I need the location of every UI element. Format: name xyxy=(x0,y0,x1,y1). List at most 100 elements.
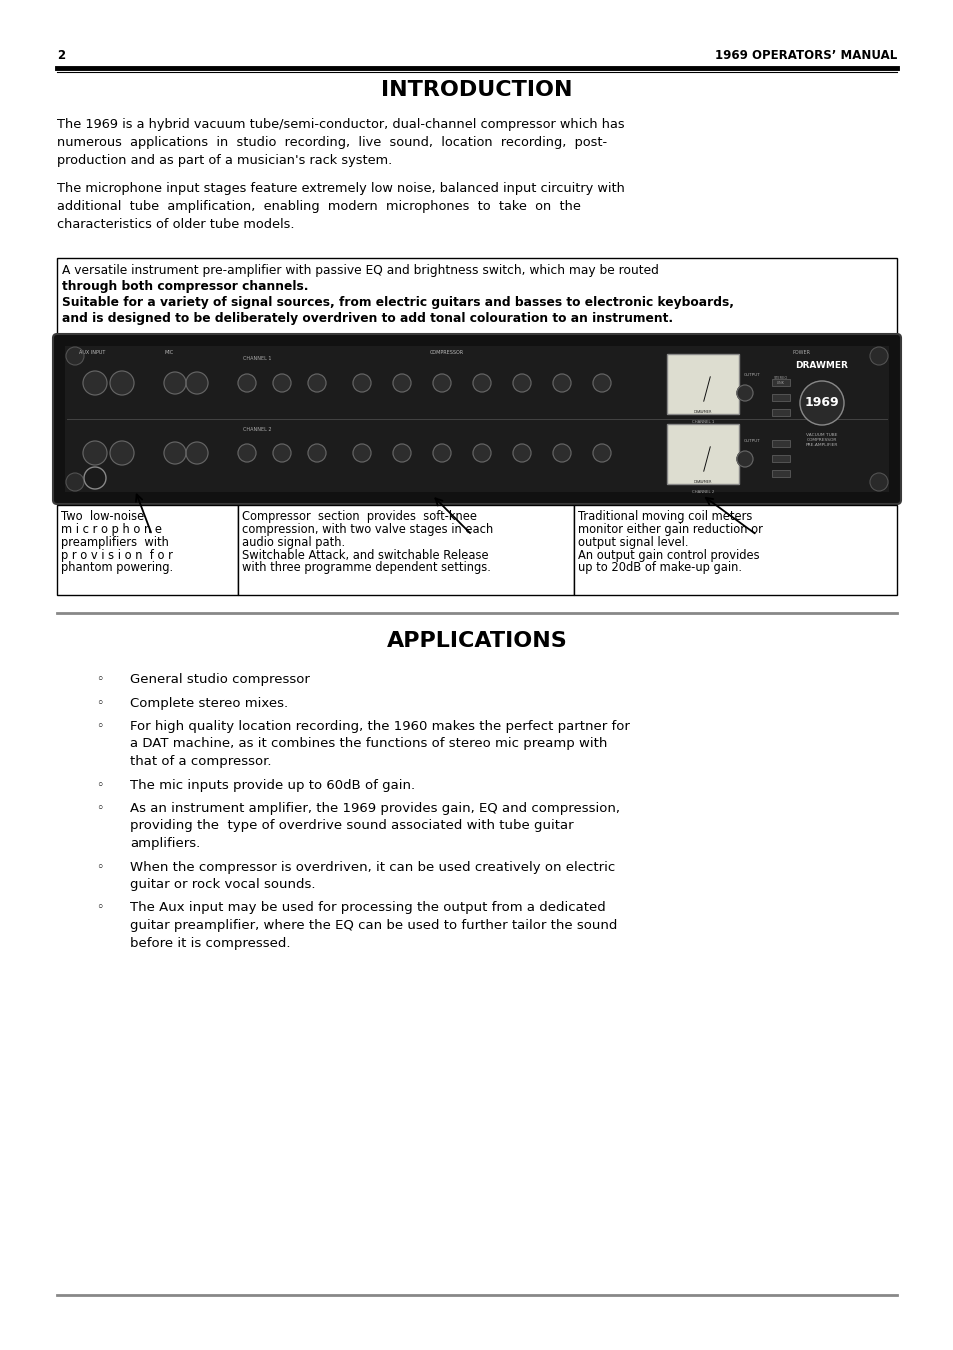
Text: a DAT machine, as it combines the functions of stereo mic preamp with: a DAT machine, as it combines the functi… xyxy=(130,737,607,751)
FancyBboxPatch shape xyxy=(65,346,888,491)
Text: p r o v i s i o n  f o r: p r o v i s i o n f o r xyxy=(61,548,172,562)
Text: Two  low-noise: Two low-noise xyxy=(61,510,144,522)
Text: AUX INPUT: AUX INPUT xyxy=(79,350,105,355)
Text: Complete stereo mixes.: Complete stereo mixes. xyxy=(130,697,288,710)
Text: ◦: ◦ xyxy=(96,674,104,686)
Circle shape xyxy=(110,441,133,464)
Circle shape xyxy=(433,374,451,392)
Text: When the compressor is overdriven, it can be used creatively on electric: When the compressor is overdriven, it ca… xyxy=(130,860,615,873)
Text: monitor either gain reduction or: monitor either gain reduction or xyxy=(577,522,761,536)
Circle shape xyxy=(513,374,531,392)
Circle shape xyxy=(186,373,208,394)
Text: and is designed to be deliberately overdriven to add tonal colouration to an ins: and is designed to be deliberately overd… xyxy=(62,312,673,325)
Circle shape xyxy=(273,444,291,462)
Text: The 1969 is a hybrid vacuum tube/semi-conductor, dual-channel compressor which h: The 1969 is a hybrid vacuum tube/semi-co… xyxy=(57,117,624,131)
Text: through both compressor channels.: through both compressor channels. xyxy=(62,279,308,293)
Circle shape xyxy=(273,374,291,392)
Text: production and as part of a musician's rack system.: production and as part of a musician's r… xyxy=(57,154,392,167)
Circle shape xyxy=(800,381,843,425)
FancyBboxPatch shape xyxy=(237,505,573,595)
Text: OUTPUT: OUTPUT xyxy=(742,373,760,377)
Text: APPLICATIONS: APPLICATIONS xyxy=(386,630,567,651)
Circle shape xyxy=(593,374,610,392)
FancyBboxPatch shape xyxy=(57,258,896,336)
Text: additional  tube  amplification,  enabling  modern  microphones  to  take  on  t: additional tube amplification, enabling … xyxy=(57,200,580,213)
Text: ◦: ◦ xyxy=(96,779,104,791)
Circle shape xyxy=(186,441,208,464)
Text: The mic inputs provide up to 60dB of gain.: The mic inputs provide up to 60dB of gai… xyxy=(130,779,415,791)
Text: 2: 2 xyxy=(57,49,65,62)
Text: CHANNEL 2: CHANNEL 2 xyxy=(242,427,271,432)
Text: MIC: MIC xyxy=(164,350,173,355)
Text: up to 20dB of make-up gain.: up to 20dB of make-up gain. xyxy=(577,562,740,575)
Text: ◦: ◦ xyxy=(96,802,104,815)
Text: The microphone input stages feature extremely low noise, balanced input circuitr: The microphone input stages feature extr… xyxy=(57,182,624,194)
Text: phantom powering.: phantom powering. xyxy=(61,562,172,575)
Circle shape xyxy=(83,371,107,396)
Text: STEREO: STEREO xyxy=(773,377,787,379)
FancyBboxPatch shape xyxy=(53,333,900,504)
Text: COMPRESSOR: COMPRESSOR xyxy=(430,350,463,355)
Text: General studio compressor: General studio compressor xyxy=(130,674,310,686)
Circle shape xyxy=(473,444,491,462)
Text: OUTPUT: OUTPUT xyxy=(742,439,760,443)
Text: DRAWMER: DRAWMER xyxy=(795,362,847,370)
Text: CHANNEL 1: CHANNEL 1 xyxy=(242,356,271,360)
Text: preamplifiers  with: preamplifiers with xyxy=(61,536,169,548)
FancyBboxPatch shape xyxy=(666,424,739,485)
FancyBboxPatch shape xyxy=(771,379,789,386)
Text: Suitable for a variety of signal sources, from electric guitars and basses to el: Suitable for a variety of signal sources… xyxy=(62,296,733,309)
Text: m i c r o p h o n e: m i c r o p h o n e xyxy=(61,522,162,536)
Text: DRAWMER: DRAWMER xyxy=(693,481,712,485)
Text: with three programme dependent settings.: with three programme dependent settings. xyxy=(241,562,490,575)
FancyBboxPatch shape xyxy=(573,505,896,595)
Circle shape xyxy=(393,374,411,392)
Text: output signal level.: output signal level. xyxy=(577,536,687,548)
Text: INTRODUCTION: INTRODUCTION xyxy=(381,80,572,100)
Text: For high quality location recording, the 1960 makes the perfect partner for: For high quality location recording, the… xyxy=(130,720,629,733)
Text: 1969 OPERATORS’ MANUAL: 1969 OPERATORS’ MANUAL xyxy=(714,49,896,62)
Text: ◦: ◦ xyxy=(96,720,104,733)
Circle shape xyxy=(84,467,106,489)
Circle shape xyxy=(737,385,752,401)
Text: characteristics of older tube models.: characteristics of older tube models. xyxy=(57,217,294,231)
Text: The Aux input may be used for processing the output from a dedicated: The Aux input may be used for processing… xyxy=(130,902,605,914)
Text: Switchable Attack, and switchable Release: Switchable Attack, and switchable Releas… xyxy=(241,548,488,562)
Circle shape xyxy=(164,373,186,394)
FancyBboxPatch shape xyxy=(771,409,789,416)
Text: amplifiers.: amplifiers. xyxy=(130,837,200,850)
Circle shape xyxy=(473,374,491,392)
Circle shape xyxy=(237,374,255,392)
Circle shape xyxy=(869,347,887,364)
Text: ◦: ◦ xyxy=(96,860,104,873)
Text: numerous  applications  in  studio  recording,  live  sound,  location  recordin: numerous applications in studio recordin… xyxy=(57,136,606,148)
Text: POWER: POWER xyxy=(792,350,810,355)
Circle shape xyxy=(393,444,411,462)
Circle shape xyxy=(308,374,326,392)
Circle shape xyxy=(737,451,752,467)
Text: compression, with two valve stages in each: compression, with two valve stages in ea… xyxy=(241,522,493,536)
Circle shape xyxy=(513,444,531,462)
Circle shape xyxy=(553,374,571,392)
Text: audio signal path.: audio signal path. xyxy=(241,536,344,548)
Circle shape xyxy=(237,444,255,462)
FancyBboxPatch shape xyxy=(771,440,789,447)
Text: Traditional moving coil meters: Traditional moving coil meters xyxy=(577,510,751,522)
Circle shape xyxy=(553,444,571,462)
Text: A versatile instrument pre-amplifier with passive EQ and brightness switch, whic: A versatile instrument pre-amplifier wit… xyxy=(62,265,659,277)
Circle shape xyxy=(83,441,107,464)
Text: CHANNEL 1: CHANNEL 1 xyxy=(691,420,714,424)
Text: guitar preamplifier, where the EQ can be used to further tailor the sound: guitar preamplifier, where the EQ can be… xyxy=(130,919,617,931)
Circle shape xyxy=(66,472,84,491)
FancyBboxPatch shape xyxy=(771,455,789,462)
Circle shape xyxy=(110,371,133,396)
Text: VACUUM TUBE
COMPRESSOR
PRE-AMPLIFIER: VACUUM TUBE COMPRESSOR PRE-AMPLIFIER xyxy=(805,433,838,447)
Circle shape xyxy=(353,444,371,462)
Text: guitar or rock vocal sounds.: guitar or rock vocal sounds. xyxy=(130,878,315,891)
Text: that of a compressor.: that of a compressor. xyxy=(130,755,272,768)
Text: before it is compressed.: before it is compressed. xyxy=(130,937,291,949)
FancyBboxPatch shape xyxy=(771,470,789,477)
Text: DRAWMER: DRAWMER xyxy=(693,410,712,414)
Text: ◦: ◦ xyxy=(96,902,104,914)
FancyBboxPatch shape xyxy=(57,505,237,595)
